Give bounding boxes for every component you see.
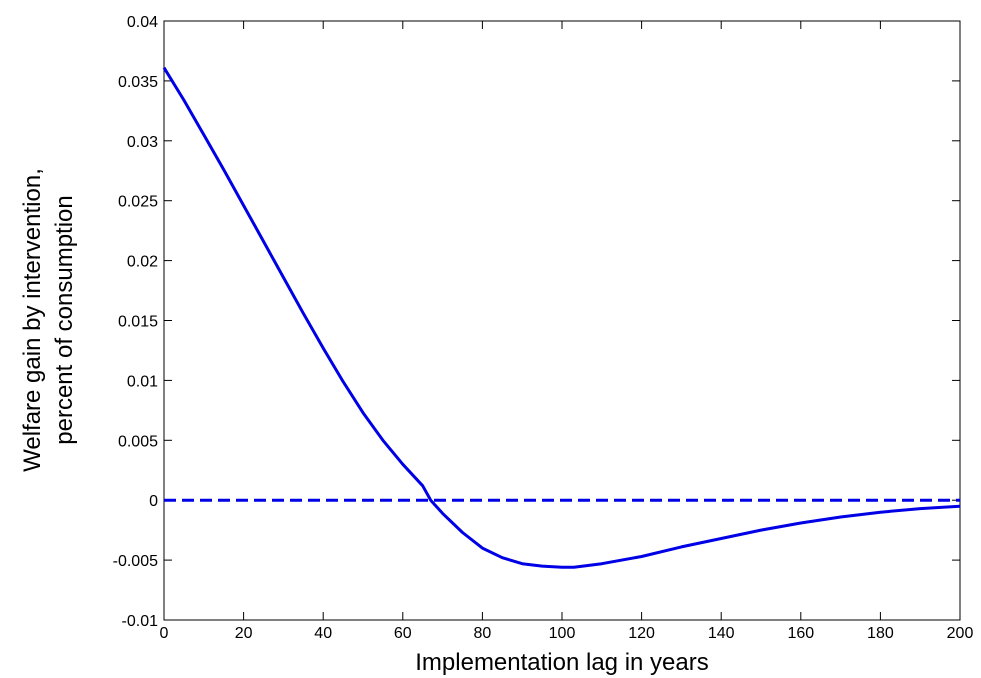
y-tick-label: 0.005 [118, 433, 158, 450]
y-axis-label: Welfare gain by intervention, percent of… [19, 168, 78, 472]
y-tick-label: 0.01 [127, 373, 158, 390]
x-tick-label: 80 [474, 625, 492, 642]
y-tick-label: 0.035 [118, 74, 158, 91]
welfare-gain-line [164, 68, 960, 568]
y-tick-label: 0.03 [127, 134, 158, 151]
y-tick-label: 0.015 [118, 314, 158, 331]
x-tick-label: 120 [628, 625, 655, 642]
series-layer [164, 68, 960, 568]
ticks-layer: 0 20 40 60 80 100 120 140 160 180 200 -0.01 -0.005 0 0… [113, 14, 974, 642]
x-tick-label: 0 [160, 625, 169, 642]
y-tick-label: -0.01 [122, 613, 159, 630]
y-axis-label-line-1: Welfare gain by intervention, [19, 168, 46, 472]
x-tick-label: 100 [549, 625, 576, 642]
y-axis-label-line-2: percent of consumption [51, 195, 78, 444]
x-tick-label: 60 [394, 625, 412, 642]
x-tick-label: 140 [708, 625, 735, 642]
y-tick-label: 0 [149, 493, 158, 510]
y-tick-label: 0.02 [127, 254, 158, 271]
x-tick-label: 20 [235, 625, 253, 642]
x-axis-label: Implementation lag in years [415, 649, 708, 676]
y-tick-label: -0.005 [113, 553, 158, 570]
x-tick-label: 40 [314, 625, 332, 642]
plot-frame [164, 21, 960, 620]
x-tick-label: 160 [787, 625, 814, 642]
x-tick-label: 180 [867, 625, 894, 642]
y-tick-label: 0.04 [127, 14, 158, 31]
x-tick-label: 200 [947, 625, 974, 642]
y-tick-label: 0.025 [118, 194, 158, 211]
